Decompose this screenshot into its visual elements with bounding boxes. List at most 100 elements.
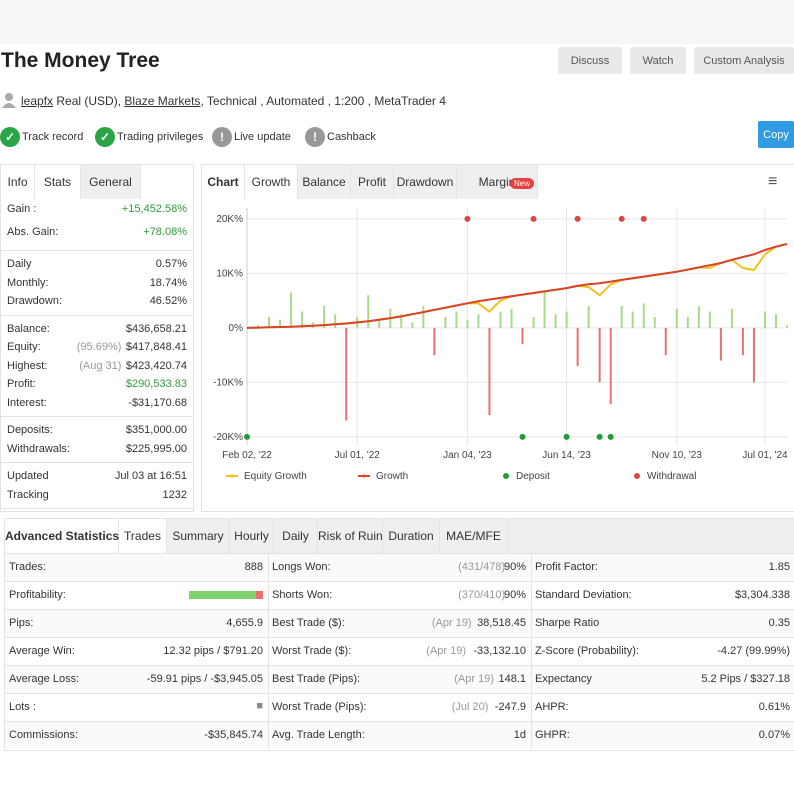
table-col-sep xyxy=(268,609,269,637)
table-value: -247.9 xyxy=(494,701,526,713)
stat-separator xyxy=(1,508,193,509)
bar xyxy=(565,311,568,328)
stats-tab[interactable]: General xyxy=(81,165,141,199)
table-label: Expectancy xyxy=(535,673,592,685)
bar xyxy=(290,292,293,328)
table-tab: Advanced Statistics xyxy=(5,519,119,553)
stat-value: 18.74% xyxy=(149,276,187,289)
bar xyxy=(466,319,469,328)
stat-label: Deposits: xyxy=(7,424,53,436)
chart-tab[interactable]: Drawdown xyxy=(394,165,457,199)
stat-label: Withdrawals: xyxy=(7,442,70,455)
bar xyxy=(686,316,689,328)
table-label: Standard Deviation: xyxy=(535,589,632,601)
advanced-stats-panel: Advanced Statistics Trades Summary Hourly Da… xyxy=(4,518,794,751)
table-tab[interactable]: Trades xyxy=(119,519,167,553)
table-label: Best Trade (Pips): xyxy=(272,673,361,685)
badge-label: Cashback xyxy=(327,131,376,143)
x-tick-label: Nov 10, '23 xyxy=(652,450,703,461)
table-value: -33,132.10 xyxy=(473,645,526,657)
lock-icon[interactable]: ■ xyxy=(256,700,263,712)
table-tab[interactable]: Summary xyxy=(167,519,230,553)
table-value: 148.1 xyxy=(498,673,526,685)
stats-tab[interactable]: Info xyxy=(1,165,35,199)
chart-panel: Chart Growth Balance Profit Drawdown Margin Ne… xyxy=(201,164,794,512)
table-row xyxy=(5,721,794,749)
legend-label: Withdrawal xyxy=(647,471,696,482)
header-button[interactable]: Watch xyxy=(630,47,686,74)
bar xyxy=(730,308,733,328)
table-col-sep xyxy=(531,665,532,693)
stat-value: +78.08% xyxy=(143,226,187,238)
table-tab[interactable]: Hourly xyxy=(230,519,274,553)
table-value: 0.61% xyxy=(758,701,790,713)
badge-icon: ✓ xyxy=(0,127,20,147)
table-label: Worst Trade (Pips): xyxy=(272,701,367,713)
table-label: Pips: xyxy=(9,617,34,629)
bar xyxy=(543,292,546,328)
x-tick-label: Jul 01, '22 xyxy=(335,450,381,461)
bar xyxy=(786,325,788,328)
bar xyxy=(444,316,447,328)
bar xyxy=(455,311,458,328)
table-label: GHPR: xyxy=(535,729,570,741)
page-title: The Money Tree xyxy=(1,49,160,72)
table-tab[interactable]: Daily xyxy=(274,519,318,553)
chart-tab[interactable]: Balance xyxy=(298,165,351,199)
bar xyxy=(675,308,678,328)
account-line: leapfx Real (USD), Blaze Markets, Techni… xyxy=(21,94,446,108)
bar xyxy=(378,319,381,328)
table-value: 0.07% xyxy=(758,729,790,741)
chart: -20K% -10K% 0% 10K% 20K% Feb 02, '22 Jul 01, '… xyxy=(213,208,788,482)
table-note: (Apr 19) xyxy=(454,673,494,685)
y-tick-label: 0% xyxy=(229,323,244,334)
header-button[interactable]: Discuss xyxy=(558,47,622,74)
stat-label: Daily xyxy=(7,258,32,270)
stat-note: (Aug 31) xyxy=(79,359,122,372)
table-label: Average Loss: xyxy=(9,673,80,685)
copy-button[interactable]: Copy xyxy=(758,121,794,148)
table-col-sep xyxy=(268,553,269,581)
chart-tab[interactable]: Growth xyxy=(245,165,298,199)
profitability-fill xyxy=(189,591,256,599)
stat-value: 0.57% xyxy=(155,258,187,270)
table-row xyxy=(5,609,794,637)
chart-settings[interactable]: ≡ xyxy=(768,173,778,190)
broker-link[interactable]: Blaze Markets xyxy=(124,94,201,108)
table-label: Trades: xyxy=(9,561,46,573)
event-marker xyxy=(607,433,614,440)
bar xyxy=(620,306,623,328)
header-button[interactable]: Custom Analysis xyxy=(694,47,794,74)
bar xyxy=(521,327,524,345)
user-icon xyxy=(2,92,16,108)
chart-tab[interactable]: Profit xyxy=(351,165,394,199)
legend-dot xyxy=(634,473,640,479)
stat-label: Abs. Gain: xyxy=(7,226,59,238)
event-marker xyxy=(640,215,647,222)
bar xyxy=(741,327,744,356)
bar xyxy=(433,327,436,356)
bar xyxy=(752,327,755,383)
user-link[interactable]: leapfx xyxy=(21,94,54,108)
bar xyxy=(499,311,502,328)
table-tab[interactable]: Risk of Ruin xyxy=(318,519,383,553)
table-tab[interactable]: Duration xyxy=(383,519,440,553)
event-marker xyxy=(244,433,250,440)
table-label: AHPR: xyxy=(535,701,569,713)
stat-label: Tracking xyxy=(7,488,49,501)
stat-value: -$31,170.68 xyxy=(128,396,187,409)
stat-value: $351,000.00 xyxy=(125,424,187,436)
bar xyxy=(323,306,326,328)
x-tick-label: Feb 02, '22 xyxy=(222,450,272,461)
event-marker xyxy=(464,215,471,222)
table-col-sep xyxy=(268,581,269,609)
legend-dot xyxy=(230,474,234,478)
y-tick-label: -20K% xyxy=(213,432,243,443)
stats-tab[interactable]: Stats xyxy=(35,165,81,199)
y-tick-label: -10K% xyxy=(213,377,243,388)
table-tab[interactable]: MAE/MFE xyxy=(440,519,508,553)
stat-label: Updated xyxy=(7,470,49,482)
table-value: 5.2 Pips / $327.18 xyxy=(701,673,790,685)
table-col-sep xyxy=(531,721,532,749)
stat-label: Drawdown: xyxy=(7,295,63,307)
